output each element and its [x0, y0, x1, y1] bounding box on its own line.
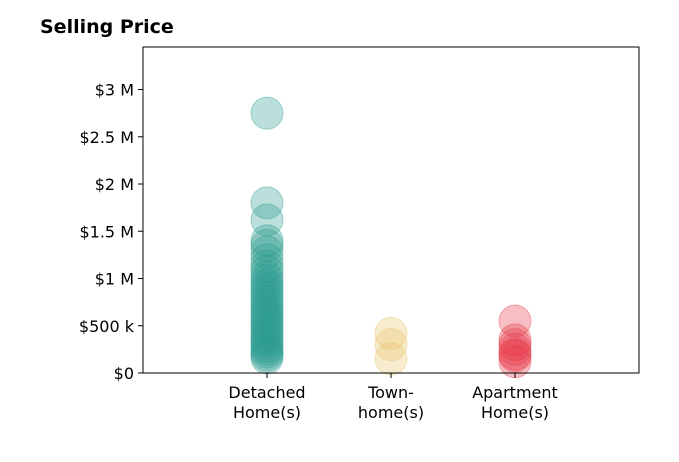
data-point: [250, 186, 284, 220]
x-axis: Detached Home(s) Town-home(s) Apartment Home…: [228, 373, 558, 422]
data-point: [250, 335, 284, 369]
y-tick-label: $0: [114, 364, 134, 383]
data-point: [250, 330, 284, 364]
chart-title: Selling Price: [40, 16, 174, 38]
data-point: [250, 235, 284, 269]
data-point: [250, 263, 284, 297]
data-point: [250, 332, 284, 366]
data-point: [374, 342, 408, 376]
data-point: [374, 328, 408, 362]
y-axis: $0 $500 k $1 M $1.5 M $2 M $2.5 M $3 M: [79, 81, 143, 383]
data-point: [498, 337, 532, 371]
data-point: [250, 96, 284, 130]
data-point: [498, 304, 532, 338]
data-point: [250, 323, 284, 357]
data-point: [250, 203, 284, 237]
data-point: [250, 313, 284, 347]
data-point: [250, 316, 284, 350]
data-point: [250, 338, 284, 372]
data-point: [250, 341, 284, 375]
data-point: [498, 328, 532, 362]
data-point: [250, 228, 284, 262]
data-point: [250, 254, 284, 288]
data-point: [250, 288, 284, 322]
data-point: [498, 332, 532, 366]
data-point: [250, 224, 284, 258]
y-tick-label: $1 M: [95, 270, 134, 289]
y-tick-label: $1.5 M: [79, 222, 134, 241]
data-point: [250, 296, 284, 330]
data-point: [250, 272, 284, 306]
data-point: [250, 276, 284, 310]
data-point: [250, 249, 284, 283]
data-point: [250, 319, 284, 353]
data-point: [250, 260, 284, 294]
data-points: [250, 96, 532, 379]
x-tick-label: Apartment Home(s): [472, 383, 558, 422]
data-point: [250, 243, 284, 277]
data-point: [250, 309, 284, 343]
data-point: [250, 292, 284, 326]
y-tick-label: $2.5 M: [79, 128, 134, 147]
data-point: [498, 323, 532, 357]
data-point: [250, 302, 284, 336]
data-point: [250, 306, 284, 340]
data-point: [250, 299, 284, 333]
data-point: [498, 339, 532, 373]
data-point: [250, 284, 284, 318]
y-tick-label: $2 M: [95, 175, 134, 194]
data-point: [374, 316, 408, 350]
data-point: [250, 268, 284, 302]
y-tick-label: $500 k: [79, 317, 135, 336]
data-point: [250, 280, 284, 314]
data-point: [250, 326, 284, 360]
x-tick-label: Town-home(s): [358, 383, 424, 422]
x-tick-label: Detached Home(s): [228, 383, 305, 422]
y-tick-label: $3 M: [95, 81, 134, 100]
